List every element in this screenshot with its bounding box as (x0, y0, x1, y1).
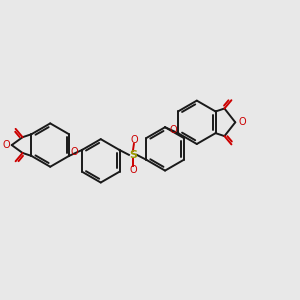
Text: S: S (129, 150, 137, 160)
Text: O: O (170, 125, 177, 135)
Text: O: O (71, 147, 78, 157)
Text: O: O (2, 140, 10, 150)
Text: O: O (238, 117, 246, 127)
Text: O: O (129, 165, 137, 175)
Text: O: O (130, 135, 138, 145)
